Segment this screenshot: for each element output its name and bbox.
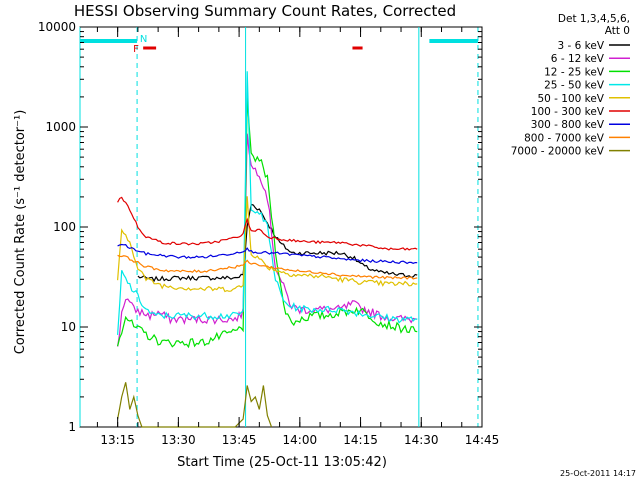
legend-entry-label: 25 - 50 keV (544, 80, 605, 92)
flag-layer: NF (79, 27, 479, 427)
x-tick-label: 14:30 (404, 433, 439, 447)
plot-area: NF (79, 26, 483, 428)
footer-timestamp: 25-Oct-2011 14:17 (560, 469, 636, 478)
legend-entry-label: 100 - 300 keV (531, 106, 605, 118)
x-tick-label: 14:45 (465, 433, 500, 447)
x-tick-label: 14:15 (343, 433, 378, 447)
x-tick-label: 14:00 (283, 433, 318, 447)
y-tick-label: 10000 (38, 20, 76, 34)
y-tick-label: 1000 (45, 120, 76, 134)
plot-frame (79, 26, 483, 428)
legend-entry-label: 300 - 800 keV (531, 119, 605, 131)
legend-header: Det 1,3,4,5,6, (558, 13, 630, 25)
series-line (117, 133, 418, 347)
x-axis: 13:15 13:30 13:45 14:00 14:15 14:30 14:45 (96, 27, 500, 447)
y-tick-label: 10 (61, 320, 76, 334)
y-tick-label: 100 (53, 220, 76, 234)
chart-title: HESSI Observing Summary Count Rates, Cor… (74, 2, 456, 20)
y-tick-label: 1 (68, 420, 76, 434)
series-line (117, 382, 273, 428)
legend-entry-label: 50 - 100 keV (537, 93, 604, 105)
legend-entry-label: 3 - 6 keV (557, 40, 604, 52)
series-layer (117, 71, 418, 428)
legend-entry-label: 7000 - 20000 keV (511, 146, 605, 158)
x-tick-label: 13:30 (161, 433, 196, 447)
series-line (117, 196, 418, 293)
legend-entry-label: 6 - 12 keV (551, 53, 605, 65)
x-axis-label: Start Time (25-Oct-11 13:05:42) (177, 455, 387, 470)
x-tick-label: 13:15 (100, 433, 135, 447)
series-line (117, 71, 418, 335)
night-marker-label: N (140, 34, 147, 45)
y-axis-label: Corrected Count Rate (s⁻¹ detector⁻¹) (13, 110, 28, 355)
series-line (117, 254, 418, 280)
legend-entry-label: 12 - 25 keV (544, 66, 605, 78)
series-line (137, 203, 418, 283)
flare-marker-label: F (133, 44, 139, 55)
y-axis: 1 10 100 1000 10000 (38, 20, 482, 434)
series-line (117, 243, 418, 265)
legend-header: Att 0 (605, 25, 630, 37)
legend-entry-label: 800 - 7000 keV (524, 132, 605, 144)
series-line (117, 196, 418, 251)
x-tick-label: 13:45 (222, 433, 257, 447)
